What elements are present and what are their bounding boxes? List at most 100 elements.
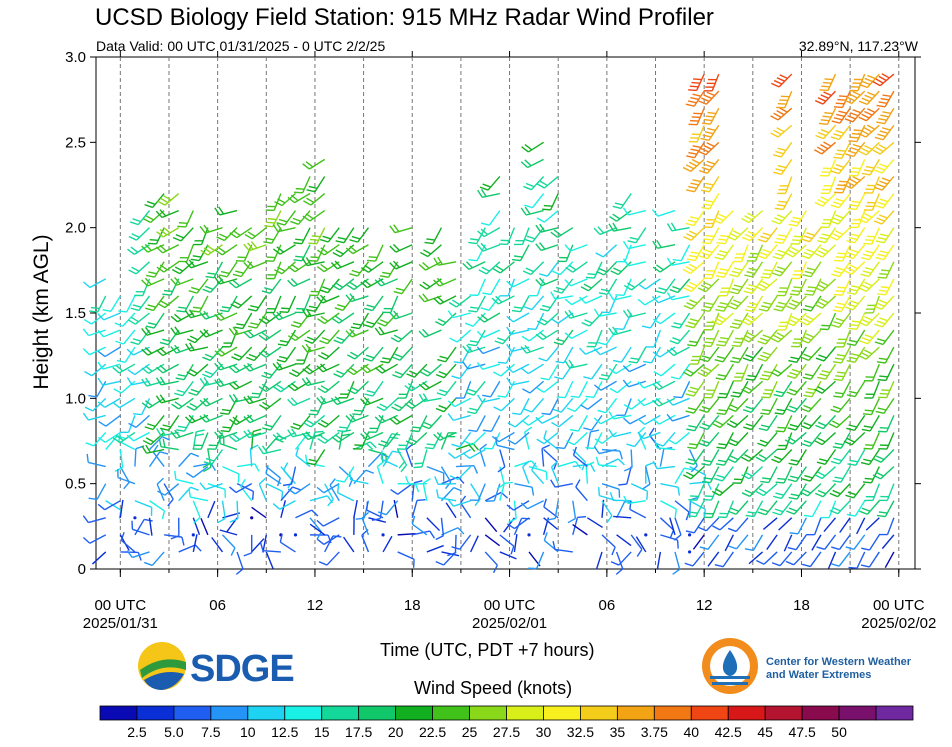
wind-barb — [171, 261, 194, 275]
wind-barb — [105, 435, 126, 450]
wind-barb — [788, 210, 807, 227]
wind-barb — [332, 244, 355, 258]
wind-barb — [666, 292, 690, 301]
x-tick-date-label: 2025/02/02 — [861, 615, 936, 632]
wind-barb — [273, 380, 296, 393]
wind-barb — [848, 124, 866, 143]
wind-barb — [272, 311, 296, 321]
wind-barb — [188, 488, 209, 502]
wind-barb — [317, 244, 340, 256]
wind-barb — [506, 343, 530, 353]
wind-barb — [834, 176, 851, 194]
wind-barb — [770, 363, 793, 377]
wind-barb — [382, 535, 393, 553]
wind-barb — [364, 380, 384, 397]
wind-barb — [770, 124, 793, 138]
wind-barb — [191, 295, 209, 313]
wind-barb — [453, 346, 472, 364]
wind-barb — [316, 517, 340, 527]
wind-barb — [744, 534, 764, 552]
wind-barb — [757, 244, 778, 260]
cw3e-name-line2: and Water Extremes — [766, 669, 872, 681]
wind-barb — [845, 141, 866, 158]
wind-barb — [130, 329, 151, 346]
wind-barb — [580, 397, 603, 410]
wind-barb — [757, 500, 778, 516]
wind-barb — [872, 73, 895, 87]
wind-barb — [134, 445, 145, 467]
wind-barb — [497, 380, 516, 398]
wind-barb — [714, 346, 734, 363]
wind-barb — [685, 517, 705, 534]
wind-barb — [814, 193, 837, 207]
wind-barb — [308, 227, 326, 245]
wind-barb — [660, 482, 681, 496]
wind-barb — [374, 326, 398, 336]
wind-barb — [874, 193, 895, 209]
wind-barb — [469, 483, 486, 502]
wind-barb — [715, 261, 734, 278]
wind-barb — [426, 465, 445, 482]
wind-barb — [98, 414, 121, 427]
wind-barb — [848, 551, 866, 569]
wind-barb — [222, 465, 240, 483]
wind-barb — [282, 462, 297, 485]
wind-barb — [389, 224, 413, 234]
wind-barb — [637, 431, 661, 440]
wind-barb — [539, 261, 559, 277]
wind-barb — [144, 414, 165, 431]
colorbar: 2.5 5.0 7.5 10 12.5 15 17.5 20 22.5 25 27.5 30 32.5 3… — [99, 705, 914, 740]
wind-barb — [436, 380, 457, 397]
wind-barb — [507, 431, 530, 445]
wind-barb — [788, 449, 807, 466]
wind-barb — [102, 295, 121, 312]
wind-barb — [156, 477, 165, 502]
wind-barb — [580, 278, 603, 292]
wind-barb — [287, 192, 311, 204]
wind-barb — [777, 176, 793, 195]
wind-barb — [507, 414, 530, 428]
wind-barb — [806, 517, 822, 536]
wind-barb — [258, 329, 282, 341]
wind-barb — [229, 227, 253, 239]
wind-barb — [410, 415, 428, 433]
wind-barb — [84, 363, 107, 377]
wind-barb — [397, 551, 415, 568]
wind-barb — [274, 261, 296, 275]
wind-barb — [831, 107, 851, 124]
x-tick-label: 12 — [307, 597, 324, 614]
wind-barb — [83, 312, 107, 325]
wind-barb — [860, 261, 880, 278]
wind-barb — [85, 431, 107, 447]
wind-barb — [716, 227, 734, 245]
wind-barb — [830, 124, 851, 141]
wind-barb — [715, 363, 734, 381]
wind-barb — [711, 483, 734, 497]
wind-barb — [214, 206, 238, 216]
wind-barb — [171, 397, 194, 410]
wind-barb — [317, 312, 340, 325]
wind-barb — [464, 431, 486, 446]
wind-barb — [316, 363, 340, 373]
wind-barb — [610, 551, 632, 566]
wind-barb — [316, 534, 340, 545]
wind-barb — [477, 394, 500, 403]
wind-barb — [819, 159, 837, 177]
station-coordinates: 32.89°N, 117.23°W — [798, 38, 918, 54]
wind-barb — [786, 397, 807, 413]
wind-barb — [451, 363, 472, 380]
wind-barb — [714, 551, 734, 568]
wind-barb — [622, 308, 646, 319]
wind-barb — [449, 466, 472, 480]
wind-barb — [482, 415, 501, 433]
wind-barb — [117, 469, 136, 485]
wind-barb — [786, 295, 807, 310]
wind-barb — [134, 518, 153, 536]
wind-barb — [741, 329, 764, 343]
wind-barb — [692, 534, 705, 550]
wind-barb — [380, 450, 398, 468]
wind-barb — [674, 467, 693, 485]
wind-barb — [820, 210, 837, 229]
wind-barb — [243, 534, 253, 557]
wind-barb — [731, 329, 749, 348]
